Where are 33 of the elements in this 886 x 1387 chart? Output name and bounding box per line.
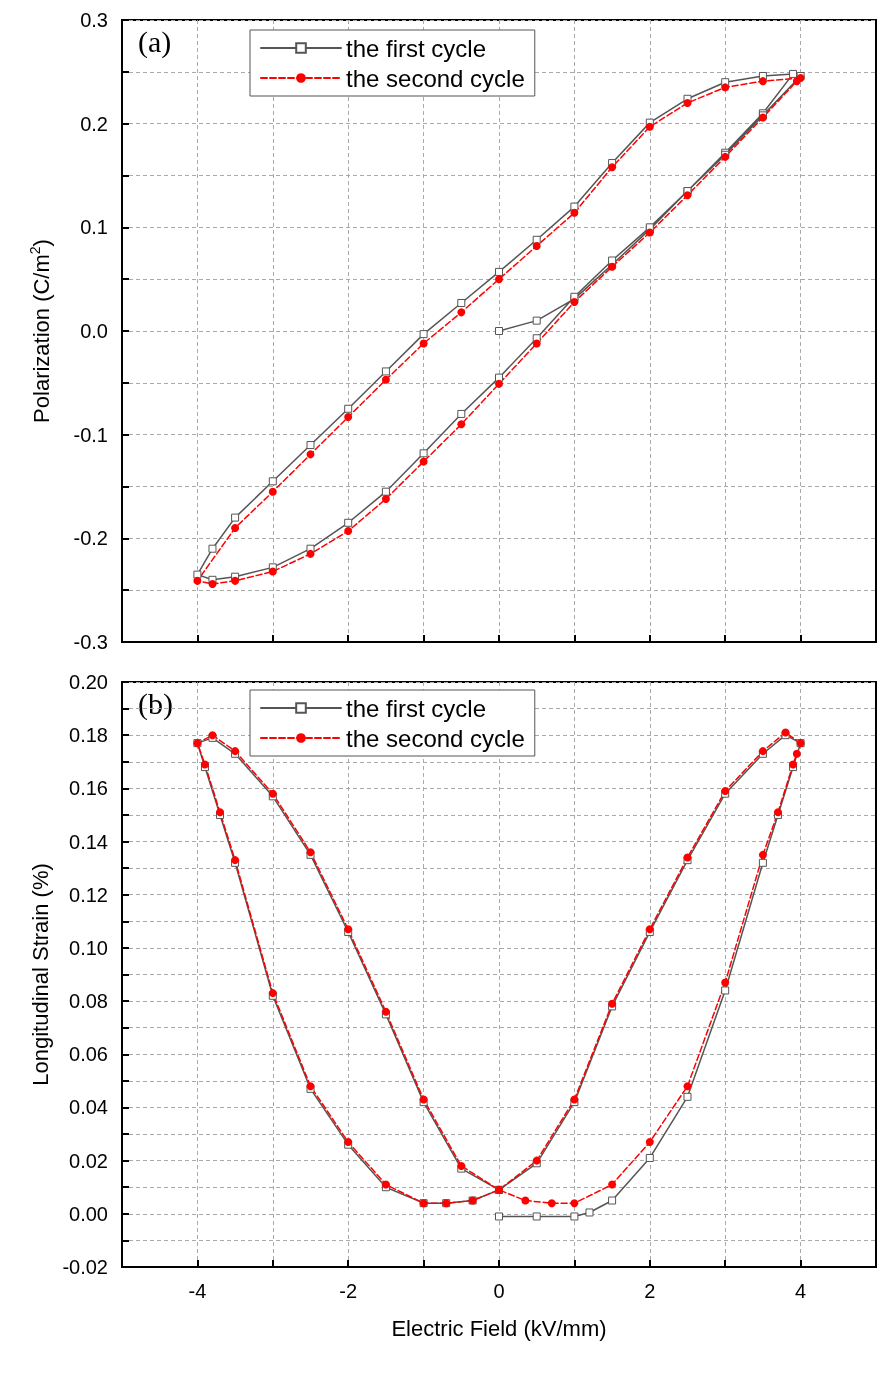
- x-tick-label: 4: [795, 1280, 807, 1302]
- y-tick-label: 0.04: [69, 1096, 108, 1119]
- x-axis-title: Electric Field (kV/mm): [391, 1315, 607, 1341]
- y-tick-label: -0.2: [73, 527, 108, 550]
- y-tick-label: 0.3: [80, 9, 108, 31]
- y-tick-label: 0.1: [80, 216, 108, 239]
- x-tick-label: -4: [188, 1280, 207, 1302]
- legend-label: the first cycle: [346, 694, 487, 722]
- y-tick-label: 0.00: [69, 1202, 108, 1225]
- y-tick-label: 0.02: [69, 1149, 108, 1172]
- legend-label: the second cycle: [346, 64, 525, 92]
- y-tick-label: 0.18: [69, 724, 108, 747]
- y-tick-label: 0.0: [80, 320, 108, 342]
- x-tick-label: 0: [493, 1280, 505, 1302]
- annotation: (a): [138, 24, 172, 59]
- y-tick-label: 0.2: [80, 112, 108, 135]
- y-tick-label: 0.06: [69, 1043, 108, 1066]
- y-tick-label: -0.1: [73, 423, 108, 446]
- y-axis-title: Polarization (C/m2): [27, 239, 54, 423]
- x-tick-label: 2: [644, 1280, 656, 1302]
- y-tick-label: 0.12: [69, 883, 108, 906]
- y-tick-label: 0.20: [69, 671, 108, 693]
- legend-label: the first cycle: [346, 34, 487, 62]
- y-tick-label: 0.08: [69, 990, 108, 1013]
- y-tick-label: 0.14: [69, 830, 108, 853]
- y-tick-label: 0.16: [69, 777, 108, 800]
- x-tick-label: -2: [339, 1280, 358, 1302]
- y-tick-label: -0.02: [62, 1256, 108, 1278]
- y-axis-title: Longitudinal Strain (%): [28, 863, 54, 1086]
- y-tick-label: -0.3: [73, 631, 108, 653]
- annotation: (b): [138, 686, 173, 721]
- legend-label: the second cycle: [346, 724, 525, 752]
- y-tick-label: 0.10: [69, 936, 108, 959]
